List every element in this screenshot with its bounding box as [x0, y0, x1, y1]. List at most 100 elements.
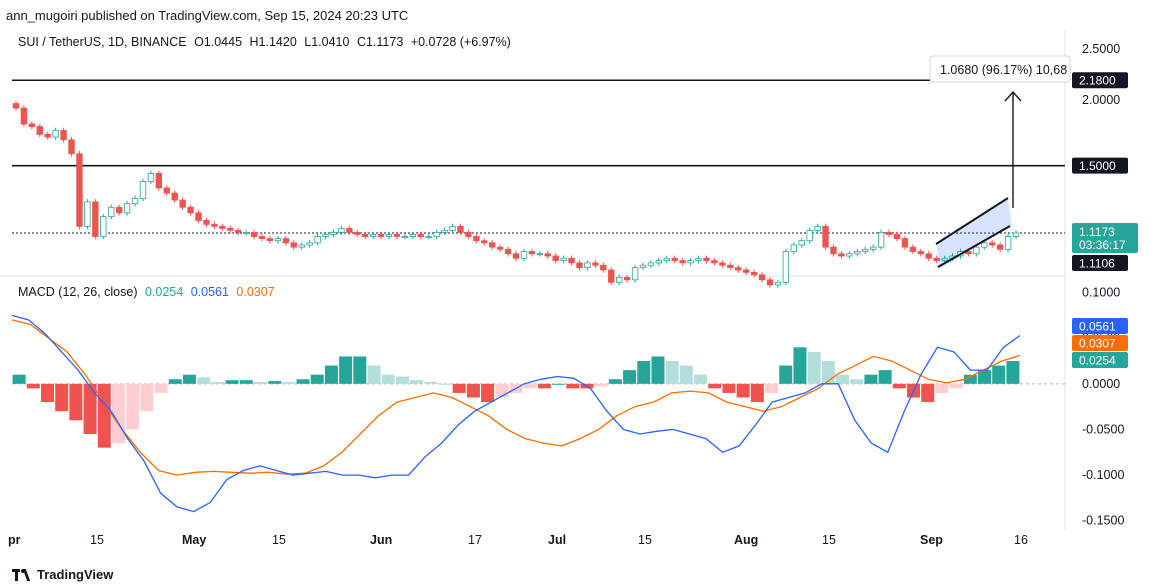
x-tick-9: 15: [822, 533, 836, 547]
candle-body: [806, 229, 813, 242]
candle-body: [576, 262, 583, 269]
candle-body: [52, 130, 59, 138]
prev-close-badge: [1072, 254, 1128, 271]
candle-body: [266, 238, 274, 242]
channel-lower: [937, 225, 1011, 268]
candle-body: [639, 264, 647, 269]
candle-body: [623, 276, 631, 281]
candle-body: [100, 216, 107, 237]
signal-line: [11, 319, 1021, 476]
candle-body: [822, 225, 829, 248]
candle-body: [108, 206, 115, 218]
macd-hist-bar: [466, 383, 480, 398]
macd-title[interactable]: MACD (12, 26, close): [18, 285, 138, 299]
price-change: +0.0728 (+6.97%): [410, 35, 511, 49]
ohlc-close: C1.1173: [356, 35, 404, 49]
tradingview-footer[interactable]: TradingView: [12, 567, 113, 582]
macd-hist-bar: [651, 356, 665, 384]
candle-body: [965, 251, 972, 255]
ohlc-open: O1.0445: [194, 35, 243, 49]
macd-hist-bar: [836, 374, 850, 384]
candle-body: [274, 238, 282, 242]
macd-hist-bar: [708, 383, 722, 389]
macd-hist-bar: [694, 374, 708, 384]
candle-body: [512, 253, 520, 259]
candle-body: [695, 257, 702, 261]
macd-badge: [1072, 318, 1128, 334]
macd-hist-bar: [807, 351, 821, 384]
macd-hist-bar: [722, 383, 736, 393]
candle-body: [798, 240, 805, 246]
candle-body: [750, 272, 758, 276]
candle-body: [647, 262, 655, 266]
candle-body: [1004, 236, 1012, 250]
ohlc-low: L1.0410: [304, 35, 350, 49]
candle-body: [933, 257, 940, 261]
macd-hist-bar: [892, 383, 906, 389]
hist-badge: [1072, 352, 1128, 368]
candle-body: [901, 238, 909, 248]
macd-hist-bar: [324, 365, 338, 384]
candle-body: [568, 257, 575, 264]
candle-body: [790, 244, 797, 252]
macd-hist-bar: [12, 374, 26, 384]
candle-body: [727, 264, 734, 269]
macd-hist-bar: [55, 383, 69, 412]
macd-hist-bar: [537, 383, 551, 389]
macd-hist-bar: [679, 365, 693, 384]
candle-body: [258, 236, 266, 239]
x-tick-1: 15: [90, 533, 104, 547]
candle-body: [433, 231, 440, 237]
candle-body: [758, 274, 766, 281]
candle-body: [242, 231, 250, 234]
measure-arrow-head: [1004, 90, 1022, 102]
signal-badge: [1072, 335, 1128, 351]
macd-badge-label: 0.0561: [1079, 320, 1116, 334]
candle-body: [814, 225, 821, 231]
candle-body: [362, 234, 369, 237]
signal-badge-label: 0.0307: [1079, 337, 1116, 351]
candle-body: [838, 253, 845, 257]
symbol-name[interactable]: SUI / TetherUS, 1D, BINANCE: [18, 35, 187, 49]
candle-body: [766, 279, 774, 286]
x-tick-4: Jun: [370, 533, 392, 547]
channel-upper: [935, 197, 1009, 245]
macd-line-value: 0.0561: [190, 285, 229, 299]
macd-hist-bar: [367, 365, 381, 384]
candle-body: [544, 253, 551, 257]
candle-body: [250, 231, 258, 237]
candle-body: [338, 227, 345, 233]
macd-hist-bar: [608, 379, 622, 384]
macd-hist-bar: [736, 383, 750, 398]
candle-body: [393, 234, 401, 237]
macd-hist-bar: [126, 383, 140, 430]
candle-body: [981, 242, 988, 248]
macd-hist-bar: [69, 383, 83, 421]
candle-body: [925, 253, 932, 259]
candle-body: [139, 181, 147, 199]
macd-hist-bar: [765, 383, 779, 393]
candle-body: [711, 260, 718, 264]
candle-body: [631, 267, 639, 281]
symbol-legend: SUI / TetherUS, 1D, BINANCE O1.0445 H1.1…: [18, 35, 515, 49]
price-tick-1: 2.0000: [1082, 93, 1120, 107]
candle-body: [211, 223, 218, 227]
candle-body: [496, 246, 504, 250]
candle-body: [36, 126, 43, 135]
macd-hist-bar: [381, 374, 395, 384]
macd-hist-bar: [83, 383, 97, 435]
candle-body: [44, 133, 51, 138]
candle-body: [195, 212, 202, 221]
candle-body: [996, 244, 1004, 250]
macd-hist-bar: [949, 383, 963, 389]
level-label-1: 1.5000: [1079, 159, 1116, 173]
chart-canvas[interactable]: 2.50002.00001.50002.18001.50001.117303:3…: [0, 0, 1154, 560]
macd-hist-bar: [310, 374, 324, 384]
candle-body: [703, 257, 710, 261]
macd-tick-4: -0.1000: [1082, 468, 1124, 482]
candle-body: [973, 246, 980, 255]
candle-body: [687, 260, 694, 264]
macd-hist-bar: [40, 383, 54, 403]
candle-body: [941, 257, 948, 261]
macd-hist-bar: [410, 380, 424, 384]
